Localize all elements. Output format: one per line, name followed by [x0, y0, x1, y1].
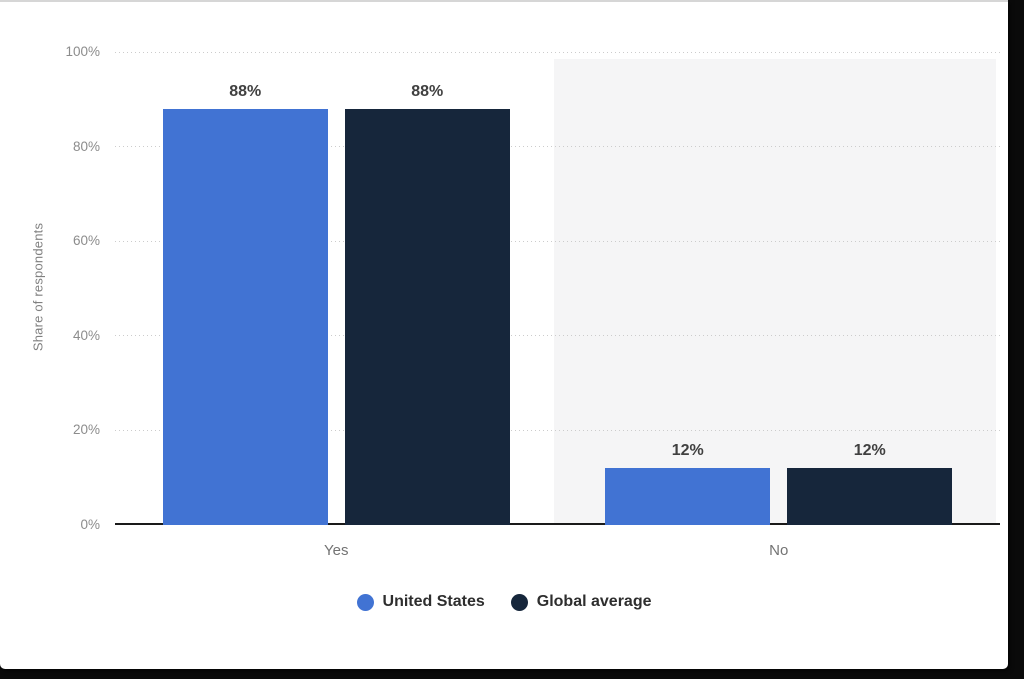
legend-item-global-average[interactable]: Global average	[510, 593, 652, 611]
gridline-20%	[115, 429, 1000, 431]
category-label-no: No	[769, 542, 789, 559]
legend-dot-global-average	[510, 593, 528, 611]
legend-label-global-average: Global average	[536, 593, 652, 610]
bar-no-global-average[interactable]	[787, 468, 953, 525]
category-highlight-no	[553, 59, 996, 525]
y-tick-label: 60%	[72, 233, 100, 249]
y-tick-label: 40%	[72, 327, 100, 343]
value-label-no-united-states: 12%	[671, 442, 704, 460]
chart-window: Share of respondents United States Global…	[0, 0, 1008, 669]
y-tick-label: 100%	[65, 44, 100, 59]
gridline-80%	[115, 146, 1000, 148]
legend-dot-united-states	[356, 593, 374, 611]
y-tick-label: 20%	[72, 422, 100, 438]
legend-label-united-states: United States	[382, 593, 485, 610]
value-label-yes-united-states: 88%	[229, 82, 262, 100]
legend-item-united-states[interactable]: United States	[356, 593, 485, 611]
value-label-no-global-average: 12%	[853, 442, 886, 460]
bar-yes-global-average[interactable]	[344, 108, 510, 525]
y-tick-label: 80%	[72, 138, 100, 154]
gridline-100%	[115, 51, 1000, 53]
x-axis-line	[115, 523, 1000, 525]
category-label-yes: Yes	[324, 542, 349, 559]
legend: United States Global average	[0, 593, 1008, 611]
bar-yes-united-states[interactable]	[162, 108, 328, 525]
y-tick-label: 0%	[80, 517, 100, 532]
gridline-60%	[115, 240, 1000, 242]
value-label-yes-global-average: 88%	[411, 82, 444, 100]
gridline-40%	[115, 335, 1000, 337]
bar-no-united-states[interactable]	[605, 468, 771, 525]
